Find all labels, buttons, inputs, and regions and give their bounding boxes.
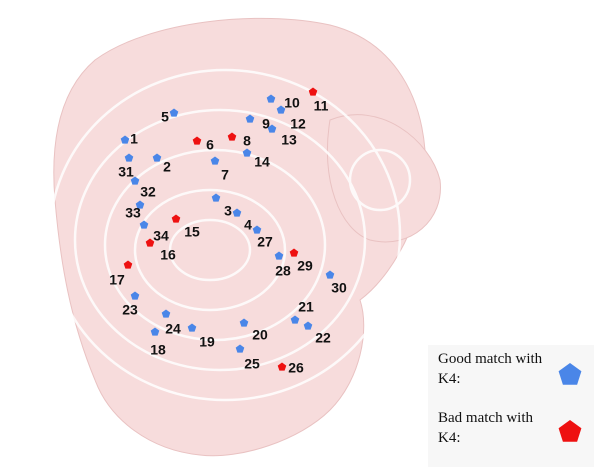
marker-label: 33 [125, 205, 141, 221]
marker-label: 2 [163, 159, 171, 175]
marker-label: 13 [281, 132, 297, 148]
legend: Good match with K4: Bad match with K4: [428, 345, 594, 467]
marker-label: 15 [184, 224, 200, 240]
marker-label: 8 [243, 133, 251, 149]
marker-label: 24 [165, 321, 181, 337]
marker-label: 11 [314, 98, 329, 114]
marker-label: 23 [122, 302, 138, 318]
page: 1234579101213141819202122232425272830313… [0, 0, 594, 467]
marker-label: 5 [161, 109, 169, 125]
legend-bad-icon [559, 420, 582, 442]
marker-label: 1 [130, 131, 138, 147]
legend-good-icon [559, 363, 582, 385]
marker-label: 3 [224, 203, 232, 219]
marker-label: 21 [298, 299, 314, 315]
marker-label: 30 [331, 280, 347, 296]
marker-label: 34 [153, 228, 169, 244]
marker-label: 7 [221, 167, 229, 183]
marker-label: 32 [140, 184, 156, 200]
marker-label: 4 [244, 217, 252, 233]
marker-label: 19 [199, 334, 215, 350]
marker-label: 22 [315, 330, 331, 346]
marker-label: 14 [254, 154, 270, 170]
marker-label: 10 [284, 95, 300, 111]
marker-label: 26 [288, 360, 304, 376]
marker-label: 12 [290, 116, 306, 132]
marker-label: 6 [206, 137, 214, 153]
marker-label: 20 [252, 327, 268, 343]
marker-label: 28 [275, 263, 291, 279]
marker-label: 16 [160, 247, 176, 263]
marker-label: 29 [297, 258, 313, 274]
marker-label: 31 [118, 164, 134, 180]
marker-label: 25 [244, 356, 260, 372]
marker-label: 17 [109, 272, 125, 288]
legend-icons [428, 345, 594, 467]
marker-label: 27 [257, 234, 273, 250]
marker-label: 18 [150, 342, 166, 358]
